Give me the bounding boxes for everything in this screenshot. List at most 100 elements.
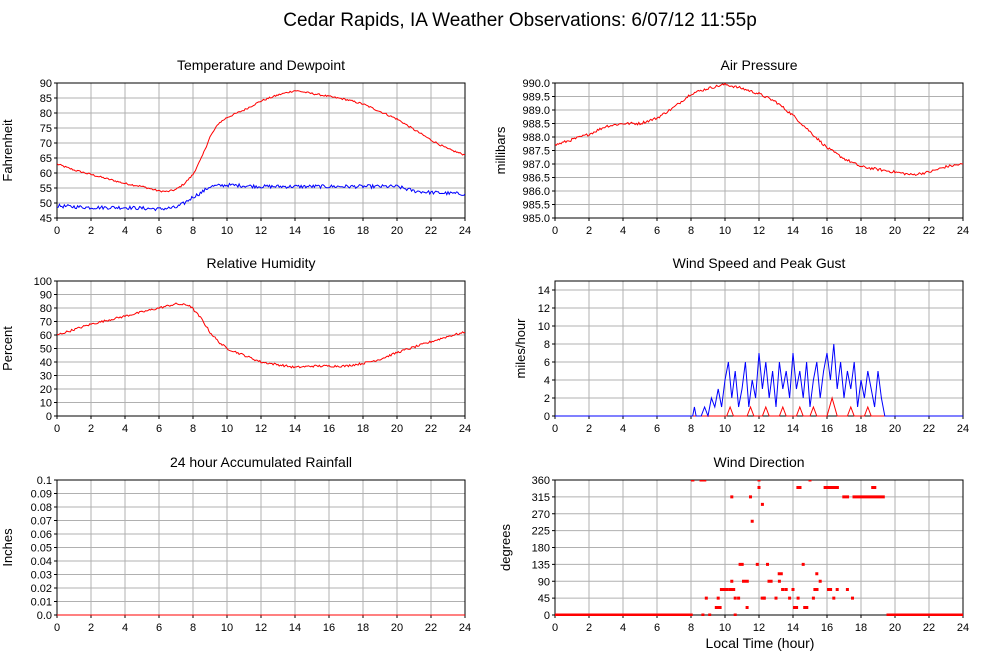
rain-x-tick-label: 18 bbox=[357, 622, 369, 634]
direction-x-tick-label: 6 bbox=[654, 622, 660, 634]
direction-x-tick-label: 20 bbox=[889, 622, 901, 634]
humidity-x-tick-label: 24 bbox=[459, 423, 471, 435]
direction-point-19 bbox=[796, 596, 800, 600]
direction-point-2 bbox=[708, 613, 712, 616]
rain-y-tick-label: 0.05 bbox=[31, 543, 52, 555]
humidity-y-tick-label: 20 bbox=[40, 384, 52, 396]
temp-x-tick-label: 16 bbox=[323, 225, 335, 237]
wind-x-tick-label: 2 bbox=[586, 423, 592, 435]
pressure-y-tick-label: 988.0 bbox=[522, 132, 550, 144]
direction-x-tick-label: 4 bbox=[620, 622, 626, 634]
wind-plot-area bbox=[555, 343, 963, 417]
direction-point-13 bbox=[766, 562, 769, 566]
pressure-y-tick-label: 989.0 bbox=[522, 105, 550, 117]
direction-point-9 bbox=[755, 562, 759, 566]
direction-y-tick-label: 45 bbox=[538, 593, 550, 605]
direction-x-tick-label: 16 bbox=[821, 622, 833, 634]
direction-point-30 bbox=[749, 495, 752, 499]
direction-point-0 bbox=[701, 613, 705, 616]
temp-x-tick-label: 14 bbox=[289, 225, 301, 237]
direction-point-3 bbox=[716, 596, 720, 600]
humidity-y-tick-label: 30 bbox=[40, 371, 52, 383]
direction-y-tick-label: 90 bbox=[538, 576, 550, 588]
pressure-x-tick-label: 8 bbox=[688, 225, 694, 237]
humidity-y-tick-label: 60 bbox=[40, 330, 52, 342]
temp-x-tick-label: 24 bbox=[459, 225, 471, 237]
direction-plot-area bbox=[555, 480, 963, 616]
direction-point-28 bbox=[851, 596, 854, 600]
rain-y-tick-label: 0.06 bbox=[31, 529, 52, 541]
pressure-y-tick-label: 987.5 bbox=[522, 146, 550, 158]
humidity-x-tick-label: 18 bbox=[357, 423, 369, 435]
pressure-x-tick-label: 6 bbox=[654, 225, 660, 237]
wind-y-tick-label: 6 bbox=[544, 357, 550, 369]
humidity-x-tick-label: 6 bbox=[156, 423, 162, 435]
direction-point-6 bbox=[737, 596, 741, 600]
rain-x-tick-label: 16 bbox=[323, 622, 335, 634]
direction-point-4 bbox=[730, 495, 734, 499]
humidity-y-tick-label: 0 bbox=[46, 411, 52, 423]
direction-point-20 bbox=[801, 562, 805, 566]
direction-x-tick-label: 22 bbox=[923, 622, 935, 634]
rain-x-tick-label: 20 bbox=[391, 622, 403, 634]
x-axis-label: Local Time (hour) bbox=[706, 635, 815, 651]
wind-y-tick-label: 4 bbox=[544, 375, 550, 387]
direction-y-tick-label: 315 bbox=[532, 492, 550, 504]
direction-point-27 bbox=[845, 588, 849, 591]
direction-y-axis-label: degrees bbox=[498, 524, 513, 571]
direction-x-tick-label: 18 bbox=[855, 622, 867, 634]
temp-y-tick-label: 55 bbox=[40, 183, 52, 195]
temp-x-tick-label: 10 bbox=[221, 225, 233, 237]
direction-point-1 bbox=[704, 596, 708, 600]
rain-y-tick-label: 0.0 bbox=[37, 610, 52, 622]
temp-series-1-line bbox=[57, 182, 465, 212]
rain-x-tick-label: 24 bbox=[459, 622, 471, 634]
direction-point-25 bbox=[832, 596, 836, 600]
direction-x-tick-label: 10 bbox=[719, 622, 731, 634]
rain-y-tick-label: 0.01 bbox=[31, 597, 52, 609]
pressure-plot-area bbox=[555, 83, 963, 177]
rain-y-tick-label: 0.04 bbox=[31, 556, 52, 568]
temp-y-tick-label: 60 bbox=[40, 168, 52, 180]
direction-point-29 bbox=[730, 579, 734, 583]
wind-series-1-line bbox=[555, 343, 963, 417]
wind-y-tick-label: 8 bbox=[544, 339, 550, 351]
wind-y-tick-label: 14 bbox=[538, 285, 550, 297]
wind-y-tick-label: 10 bbox=[538, 321, 550, 333]
direction-title: Wind Direction bbox=[713, 454, 804, 470]
temp-y-tick-label: 65 bbox=[40, 153, 52, 165]
direction-point-26 bbox=[835, 588, 839, 591]
direction-point-21 bbox=[808, 480, 812, 482]
pressure-y-tick-label: 990.0 bbox=[522, 78, 550, 90]
direction-x-tick-label: 2 bbox=[586, 622, 592, 634]
direction-point-32 bbox=[733, 613, 737, 616]
wind-series-0-line bbox=[555, 396, 963, 417]
direction-x-tick-label: 12 bbox=[753, 622, 765, 634]
pressure-x-tick-label: 18 bbox=[855, 225, 867, 237]
rain-x-tick-label: 12 bbox=[255, 622, 267, 634]
rain-y-tick-label: 0.07 bbox=[31, 516, 52, 528]
pressure-y-tick-label: 987.0 bbox=[522, 159, 550, 171]
humidity-y-tick-label: 70 bbox=[40, 317, 52, 329]
wind-x-tick-label: 14 bbox=[787, 423, 799, 435]
rain-y-axis-label: Inches bbox=[0, 528, 15, 567]
pressure-y-axis-label: millibars bbox=[493, 126, 508, 174]
wind-x-tick-label: 18 bbox=[855, 423, 867, 435]
direction-y-tick-label: 180 bbox=[532, 543, 550, 555]
humidity-x-tick-label: 20 bbox=[391, 423, 403, 435]
pressure-x-tick-label: 2 bbox=[586, 225, 592, 237]
direction-point-23 bbox=[815, 572, 819, 576]
humidity-y-tick-label: 40 bbox=[40, 357, 52, 369]
humidity-x-tick-label: 14 bbox=[289, 423, 301, 435]
pressure-x-tick-label: 12 bbox=[753, 225, 765, 237]
humidity-series-0-line bbox=[57, 302, 465, 369]
direction-point-5 bbox=[733, 596, 737, 600]
humidity-title: Relative Humidity bbox=[207, 255, 316, 271]
temp-y-tick-label: 75 bbox=[40, 123, 52, 135]
direction-point-22 bbox=[811, 596, 815, 600]
